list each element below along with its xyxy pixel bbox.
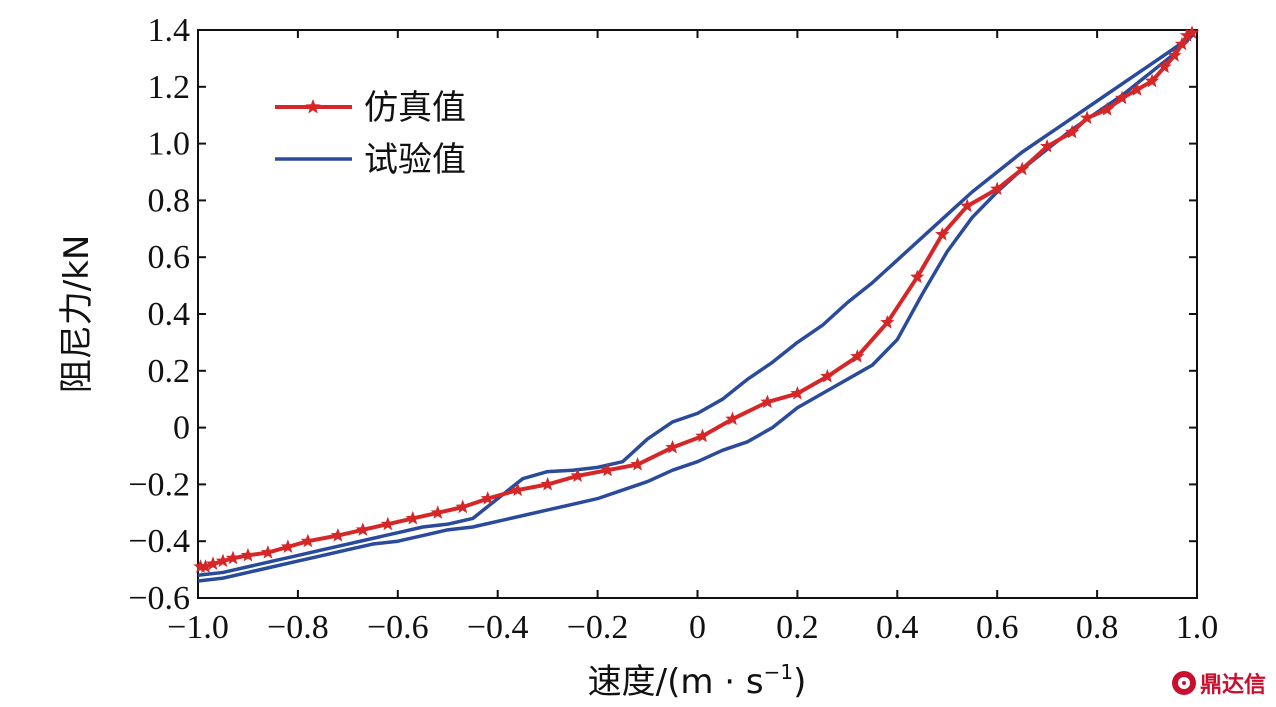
x-tick-label: 0.6 — [976, 609, 1019, 646]
data-point — [960, 198, 975, 213]
y-tick-label: 0.4 — [148, 296, 191, 333]
markers-layer — [193, 25, 1200, 573]
data-point — [480, 491, 495, 505]
data-point — [570, 468, 585, 482]
y-tick-label: 1.4 — [148, 12, 191, 49]
data-point — [300, 533, 316, 548]
data-point — [198, 559, 213, 573]
data-point — [455, 499, 470, 514]
data-point — [280, 539, 296, 553]
data-point — [1179, 28, 1195, 42]
data-point — [430, 505, 445, 519]
data-point — [260, 545, 276, 559]
data-point — [695, 428, 710, 443]
y-tick-label: 1.0 — [148, 126, 191, 163]
x-tick-label: −1.0 — [167, 609, 229, 646]
y-tick-label: 0 — [173, 410, 190, 447]
data-point — [850, 349, 865, 363]
data-point — [330, 528, 345, 542]
data-point — [1157, 59, 1172, 73]
y-tick-label: 0.2 — [148, 353, 191, 390]
x-tick-label: 0.8 — [1076, 609, 1119, 646]
data-point — [240, 547, 256, 562]
data-point — [910, 269, 925, 284]
data-point — [1079, 110, 1095, 125]
data-point — [1015, 161, 1030, 176]
x-axis-title: 速度/(m · s−1) — [588, 660, 807, 702]
y-tick-label: 1.2 — [148, 69, 191, 106]
series-line-simulation — [200, 31, 1193, 569]
series-line-test — [198, 33, 1194, 583]
y-tick-label: −0.2 — [128, 466, 190, 503]
watermark-text: 鼎达信 — [1199, 673, 1266, 698]
y-tick-label: −0.6 — [128, 580, 190, 617]
data-point — [790, 386, 805, 400]
legend-marker-sim — [305, 99, 321, 114]
data-point — [205, 556, 221, 570]
x-tick-label: −0.6 — [367, 609, 429, 646]
watermark-logo-icon — [1171, 671, 1196, 695]
data-point — [880, 315, 895, 329]
y-tick-label: 0.6 — [148, 239, 191, 276]
y-axis-title: 阻尼力/kN — [57, 235, 97, 394]
data-point — [725, 411, 740, 426]
data-point — [990, 181, 1005, 196]
data-point — [405, 510, 420, 525]
legend: 仿真值 试验值 — [275, 88, 466, 180]
y-tick-label: −0.4 — [128, 523, 190, 560]
data-point — [1114, 90, 1130, 105]
data-point — [630, 457, 645, 471]
data-point — [1040, 138, 1055, 153]
data-point — [935, 226, 950, 241]
data-point — [540, 476, 555, 491]
x-tick-label: −0.4 — [467, 609, 529, 646]
data-point — [510, 482, 525, 497]
legend-label-sim: 仿真值 — [364, 88, 466, 128]
data-point — [1174, 36, 1190, 51]
data-point — [820, 368, 835, 383]
data-point — [600, 462, 615, 477]
data-point — [1064, 124, 1080, 139]
x-tick-label: 0.4 — [876, 609, 919, 646]
data-point — [1167, 48, 1182, 62]
data-point — [355, 522, 370, 536]
data-point — [215, 553, 231, 568]
plot-frame — [197, 29, 1198, 599]
axis-ticks: −1.0 −0.8 −0.6 −0.4 −0.2 0 0.2 0.4 0.6 0.8 1.0 −0.6… — [128, 12, 1218, 646]
data-point — [665, 439, 680, 454]
x-tick-label: 0.2 — [776, 609, 819, 646]
x-tick-label: 1.0 — [1176, 609, 1219, 646]
data-point — [380, 516, 395, 531]
y-tick-label: 0.8 — [148, 182, 191, 219]
data-point — [1184, 25, 1200, 39]
x-tick-label: −0.8 — [267, 609, 329, 646]
legend-label-test: 试验值 — [364, 140, 466, 180]
x-tick-label: −0.2 — [567, 609, 629, 646]
data-point — [1129, 82, 1145, 96]
data-point — [225, 550, 241, 565]
data-point — [760, 394, 775, 409]
series-layer — [198, 31, 1194, 583]
data-point — [1099, 102, 1115, 116]
watermark: 鼎达信 — [1171, 665, 1266, 701]
data-point — [1144, 73, 1160, 88]
x-tick-label: 0 — [689, 609, 706, 646]
